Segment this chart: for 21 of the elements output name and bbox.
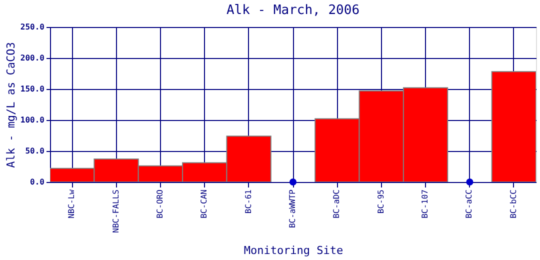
x-tick-label: NBC-FALLS [111,189,120,233]
x-tick-label: BC-aWWTP [288,189,297,228]
x-tick-label: BC-107 [420,189,430,218]
y-tick-label: 50.0 [25,146,45,156]
x-axis-title: Monitoring Site [244,244,344,257]
y-tick-label: 250.0 [20,22,45,32]
x-tick-label: NBC-Lw [67,189,76,218]
y-tick-label: 100.0 [20,116,45,124]
x-tick-label: BC-95 [376,189,386,214]
x-tick-label: BC-61 [244,189,253,214]
y-tick-label: 0.0 [30,178,45,186]
y-tick-label: 150.0 [20,84,45,94]
x-tick-label: BC-aDC [332,189,342,218]
x-tick-label: BC-bCC [508,189,518,218]
x-tick-label: BC-ORO [155,189,164,218]
y-axis-title: Alk - mg/L as CaCO3 [4,42,18,168]
chart-title: Alk - March, 2006 [226,3,360,18]
bar [491,71,536,182]
x-tick-label: BC-CAN [200,189,209,218]
x-tick-label: BC-aCC [464,189,474,218]
y-tick-label: 200.0 [20,54,45,62]
